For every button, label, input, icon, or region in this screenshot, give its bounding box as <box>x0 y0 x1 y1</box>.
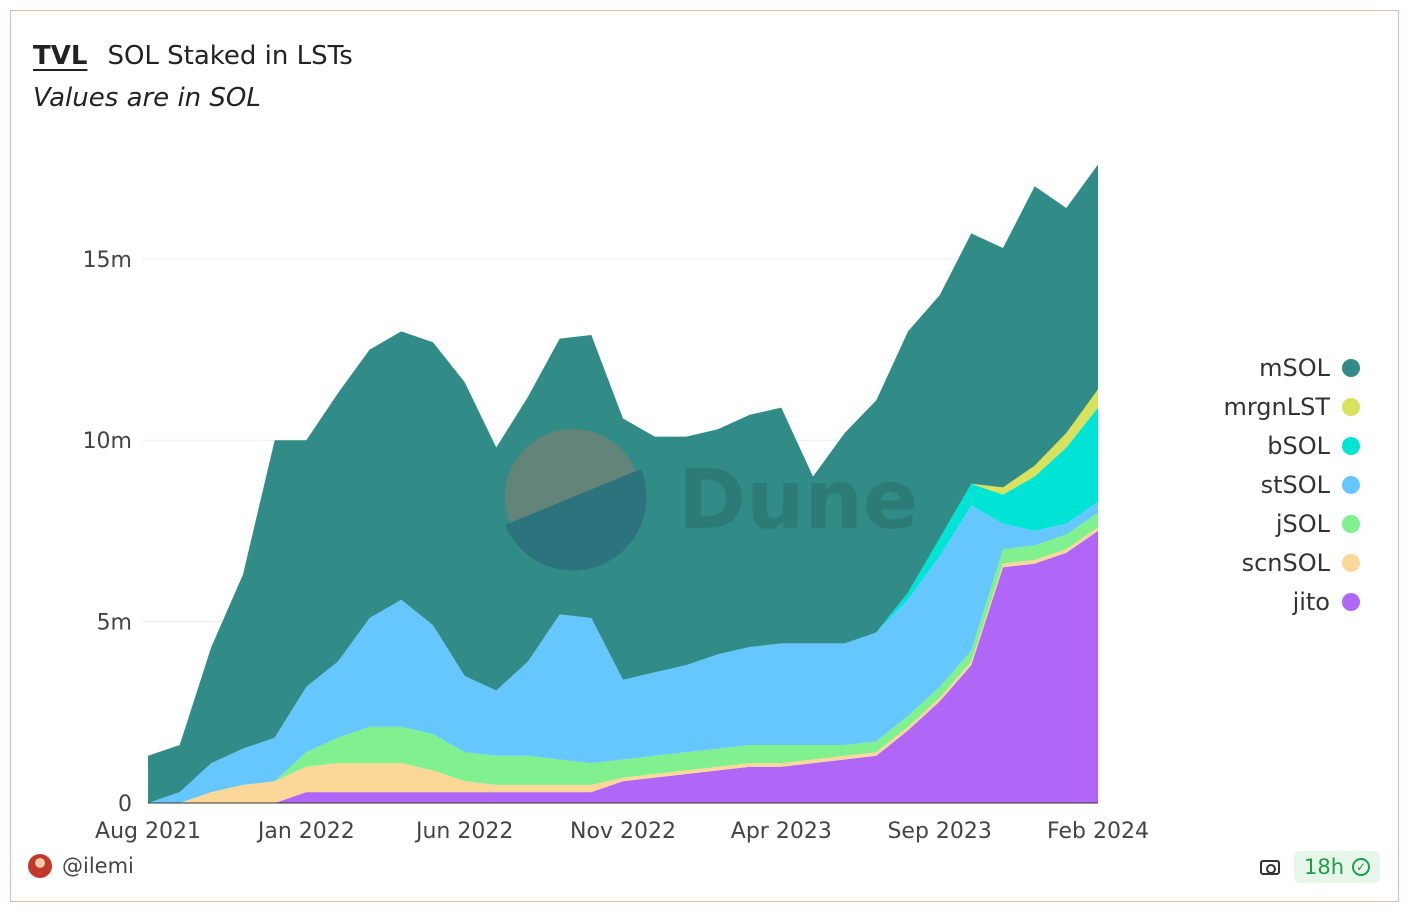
legend-label: mSOL <box>1259 353 1330 382</box>
legend-label: jito <box>1292 587 1330 616</box>
legend-swatch <box>1342 358 1360 377</box>
legend-label: bSOL <box>1267 431 1330 460</box>
legend-label: stSOL <box>1260 470 1330 499</box>
legend-swatch <box>1342 436 1360 455</box>
chart-subtitle: Values are in SOL <box>33 83 261 113</box>
watermark-text: Dune <box>678 453 918 548</box>
y-tick-label: 5m <box>97 611 132 636</box>
author-link[interactable]: @ilemi <box>28 854 134 878</box>
freshness-badge[interactable]: 18h ✓ <box>1293 851 1380 883</box>
legend-item-stSOL[interactable]: stSOL <box>1223 465 1360 504</box>
legend-swatch <box>1342 397 1360 416</box>
legend-item-mrgnLST[interactable]: mrgnLST <box>1223 387 1360 426</box>
watermark-logo-bottom <box>505 469 647 571</box>
y-tick-label: 10m <box>83 429 132 454</box>
legend-label: mrgnLST <box>1223 392 1330 421</box>
legend-swatch <box>1342 592 1360 611</box>
x-tick-label: Feb 2024 <box>1047 819 1149 844</box>
chart-title: SOL Staked in LSTs <box>107 41 353 71</box>
x-tick-label: Nov 2022 <box>570 819 676 844</box>
y-tick-label: 0 <box>118 792 132 817</box>
legend-item-mSOL[interactable]: mSOL <box>1223 348 1360 387</box>
chart-header: TVL SOL Staked in LSTs Values are in SOL <box>33 41 353 113</box>
author-name: @ilemi <box>62 854 134 878</box>
legend-swatch <box>1342 553 1360 572</box>
x-tick-label: Apr 2023 <box>731 819 832 844</box>
y-tick-label: 15m <box>83 248 132 273</box>
legend-label: jSOL <box>1275 509 1330 538</box>
x-tick-label: Sep 2023 <box>887 819 991 844</box>
check-icon: ✓ <box>1352 858 1370 876</box>
legend-item-jito[interactable]: jito <box>1223 582 1360 621</box>
camera-icon[interactable] <box>1259 859 1280 875</box>
avatar <box>28 854 52 878</box>
series-area-jito <box>148 530 1098 803</box>
legend-item-scnSOL[interactable]: scnSOL <box>1223 543 1360 582</box>
legend-swatch <box>1342 514 1360 533</box>
dune-watermark: Dune <box>505 429 918 571</box>
x-tick-label: Jun 2022 <box>414 819 513 844</box>
legend-item-jSOL[interactable]: jSOL <box>1223 504 1360 543</box>
legend-item-bSOL[interactable]: bSOL <box>1223 426 1360 465</box>
x-tick-label: Jan 2022 <box>256 819 355 844</box>
legend: mSOL mrgnLST bSOL stSOL jSOL scnSOL jito <box>1223 348 1360 621</box>
freshness-age: 18h <box>1303 855 1344 879</box>
x-tick-label: Aug 2021 <box>95 819 201 844</box>
legend-swatch <box>1342 475 1360 494</box>
footer-actions: 18h ✓ <box>1259 851 1380 883</box>
series-area-jSOL <box>148 512 1098 803</box>
tab-tvl[interactable]: TVL <box>33 41 88 71</box>
series-area-stSOL <box>148 501 1098 803</box>
legend-label: scnSOL <box>1241 548 1330 577</box>
